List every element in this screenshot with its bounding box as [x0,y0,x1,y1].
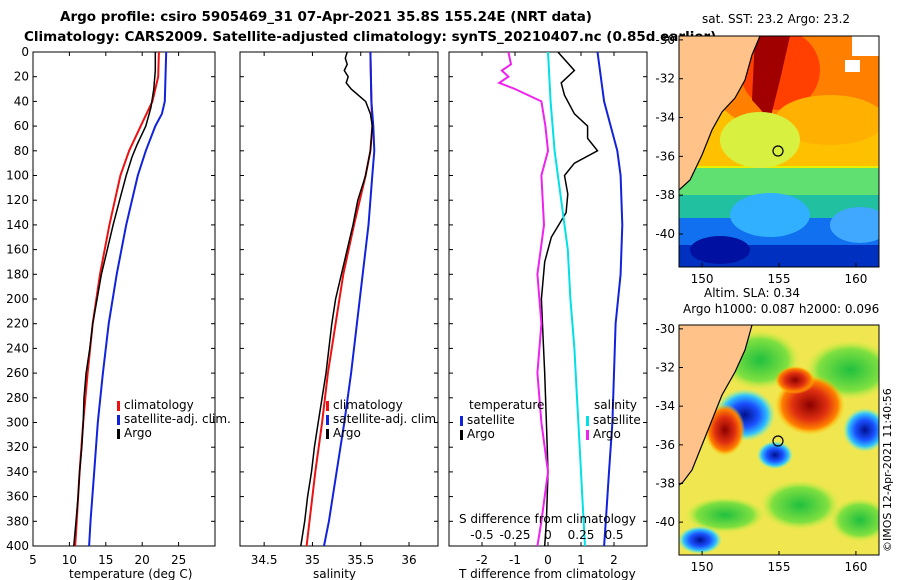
difference-legend: temperature satellite Argo salinity sate… [460,398,641,441]
map-x-tick-label: 160 [844,272,867,286]
y-tick-label: 100 [6,169,29,183]
legend-t-satellite-label: satellite [467,413,515,427]
y-tick-label: 20 [14,70,29,84]
salinity-legend: climatology satellite-adj. clim. Argo [326,398,440,440]
sst-map-title: sat. SST: 23.2 Argo: 23.2 [702,12,850,26]
x-tick-label: 25 [171,553,186,567]
x-tick-label: 2 [610,553,618,567]
legend-s-satellite-label: satellite [593,413,641,427]
x-tick-label: 35.5 [347,553,374,567]
series-line-s-argo [497,52,550,546]
x-tick-label: 5 [29,553,37,567]
y-tick-label: 140 [6,218,29,232]
x-tick-label: 10 [62,553,77,567]
legend-temperature-title: temperature [469,398,544,412]
sst-argo-marker [772,145,784,157]
x-tick-label: 35 [305,553,320,567]
y-tick-label: 0 [21,45,29,59]
y-tick-label: 280 [6,391,29,405]
series-line-t-argo [540,52,599,546]
x-tick-label: 36 [401,553,416,567]
x2-tick-label: -0.25 [499,528,530,542]
legend-satellite-label: satellite-adj. clim. [124,412,231,426]
map-y-tick-label: -34 [655,111,675,125]
x-tick-label: -2 [476,553,488,567]
y-tick-label: 60 [14,119,29,133]
y-tick-label: 180 [6,267,29,281]
legend-salinity-title: salinity [594,398,637,412]
temperature-panel [32,51,216,547]
map-x-tick-label: 155 [768,560,791,574]
series-line-argo [73,52,157,546]
series-line-s-satellite [547,52,586,546]
y-tick-label: 320 [6,440,29,454]
sla-argo-marker [772,435,784,447]
y-tick-label: 220 [6,317,29,331]
series-line-t-satellite [596,52,624,546]
sst-map [679,36,879,267]
y-tick-label: 300 [6,416,29,430]
map-y-tick-label: -34 [655,399,675,413]
x-tick-label: 15 [98,553,113,567]
x2-tick-label: -0.5 [470,528,493,542]
x2-tick-label: 0.5 [604,528,623,542]
map-y-tick-label: -40 [655,227,675,241]
legend-s-argo-label: Argo [593,427,621,441]
sla-map-title-1: Altim. SLA: 0.34 [704,286,800,300]
map-x-tick-label: 160 [844,560,867,574]
x-tick-label: 20 [135,553,150,567]
map-y-tick-label: -38 [655,188,675,202]
map-y-tick-label: -36 [655,438,675,452]
difference-xlabel: T difference from climatology [458,567,636,580]
legend-t-argo-label: Argo [467,427,495,441]
sla-map [679,325,879,555]
legend-satellite-label: satellite-adj. clim. [333,412,440,426]
temperature-xlabel: temperature (deg C) [69,567,192,580]
y-tick-label: 340 [6,465,29,479]
map-y-tick-label: -40 [655,515,675,529]
y-tick-label: 380 [6,514,29,528]
map-x-tick-label: 150 [691,272,714,286]
y-tick-label: 400 [6,539,29,553]
x-tick-label: 34.5 [251,553,278,567]
x-tick-label: 1 [577,553,585,567]
legend-climatology-label: climatology [124,398,194,412]
header-line-2: Climatology: CARS2009. Satellite-adjuste… [24,29,716,45]
x-tick-label: -1 [509,553,521,567]
x2-tick-label: 0.25 [568,528,595,542]
s-difference-axis-label: S difference from climatology [459,512,636,526]
legend-argo-label: Argo [333,426,361,440]
legend-argo-label: Argo [124,426,152,440]
temperature-legend: climatology satellite-adj. clim. Argo [117,398,231,440]
y-tick-label: 40 [14,94,29,108]
y-tick-label: 120 [6,193,29,207]
header-line-1: Argo profile: csiro 5905469_31 07-Apr-20… [60,9,592,25]
series-line-argo [300,52,374,546]
y-tick-label: 160 [6,243,29,257]
map-y-tick-label: -36 [655,149,675,163]
x-tick-label: 0 [544,553,552,567]
y-tick-label: 200 [6,292,29,306]
salinity-xlabel: salinity [313,567,356,580]
map-y-tick-label: -30 [655,322,675,336]
sla-map-title-2: Argo h1000: 0.087 h2000: 0.096 [683,302,879,316]
legend-climatology-label: climatology [333,398,403,412]
series-line-satellite-adj-clim- [323,52,376,546]
y-tick-label: 80 [14,144,29,158]
map-x-tick-label: 150 [691,560,714,574]
series-line-satellite-adj-clim- [88,52,168,546]
map-x-tick-label: 155 [768,272,791,286]
map-y-tick-label: -30 [655,33,675,47]
y-tick-label: 360 [6,490,29,504]
x2-tick-label: 0 [544,528,552,542]
y-tick-label: 260 [6,366,29,380]
map-y-tick-label: -38 [655,476,675,490]
map-y-tick-label: -32 [655,72,675,86]
map-y-tick-label: -32 [655,361,675,375]
y-tick-label: 240 [6,341,29,355]
credit-text: ©IMOS 12-Apr-2021 11:40:56 [881,388,894,552]
